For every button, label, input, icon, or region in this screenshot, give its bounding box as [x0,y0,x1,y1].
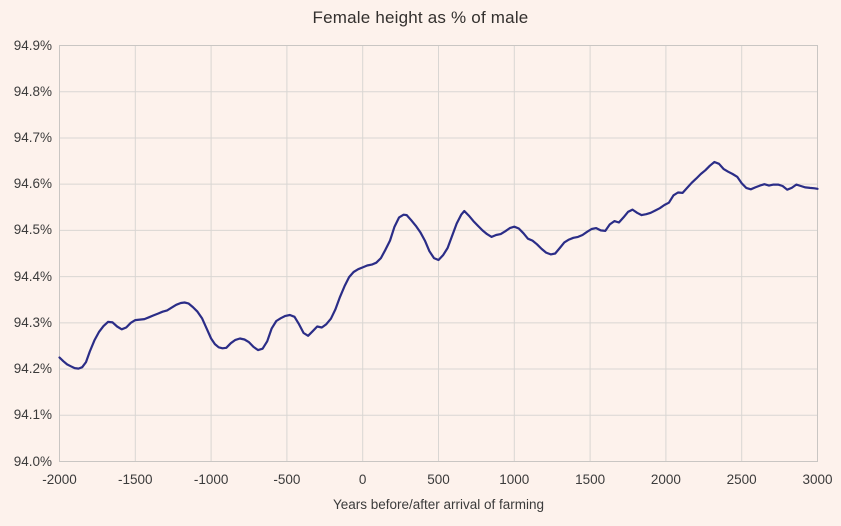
x-tick-label: 1000 [499,472,530,487]
y-tick-label: 94.8% [13,83,52,99]
plot-border [59,45,818,462]
x-tick-label: -1000 [193,472,229,487]
y-tick-label: 94.0% [13,453,52,469]
x-tick-label: 500 [427,472,450,487]
x-tick-label: -1500 [118,472,153,487]
x-axis-title: Years before/after arrival of farming [332,497,545,512]
y-tick-label: 94.3% [13,314,52,330]
x-tick-label: 2000 [650,472,681,487]
y-tick-label: 94.7% [13,129,52,145]
x-tick-label: -2000 [42,472,77,487]
x-tick-label: 2500 [726,472,757,487]
y-tick-label: 94.1% [13,407,52,423]
y-tick-label: 94.5% [13,222,52,238]
x-tick-label: -500 [273,472,301,487]
x-tick-label: 3000 [802,472,833,487]
y-tick-label: 94.6% [13,176,52,192]
y-tick-label: 94.4% [13,268,52,284]
data-line [58,160,819,370]
y-tick-label: 94.9% [13,37,52,53]
y-tick-label: 94.2% [13,361,52,377]
chart-title: Female height as % of male [312,8,529,27]
x-tick-label: 0 [358,472,367,487]
x-tick-label: 1500 [575,472,606,487]
